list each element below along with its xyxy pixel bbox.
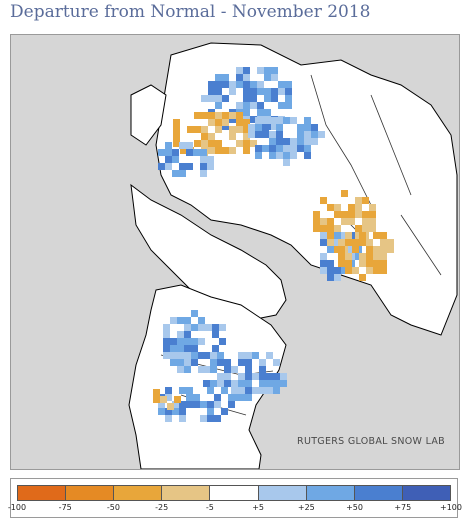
legend-label: +75 xyxy=(394,503,412,512)
greenland-landmass xyxy=(130,183,287,321)
legend-label: +25 xyxy=(297,503,315,512)
legend-labels: -100 -75 -50 -25 -5 +5 +25 +50 +75 +100 xyxy=(8,503,462,515)
legend-label: -100 xyxy=(7,503,27,512)
legend-label: -25 xyxy=(155,503,169,512)
legend-label: -5 xyxy=(205,503,214,512)
alaska-landmass xyxy=(130,84,167,146)
anomaly-cells xyxy=(153,67,394,422)
legend-color-bar xyxy=(17,485,451,501)
legend-label: -50 xyxy=(106,503,120,512)
legend-swatch xyxy=(66,486,115,500)
legend-swatch xyxy=(258,486,307,500)
credit-watermark: RUTGERS GLOBAL SNOW LAB xyxy=(297,436,445,447)
page-title: Departure from Normal - November 2018 xyxy=(10,2,371,22)
map-canvas xyxy=(128,42,458,469)
legend-swatch xyxy=(402,486,450,500)
legend-swatch xyxy=(354,486,403,500)
legend-swatch xyxy=(210,486,259,500)
color-legend: -100 -75 -50 -25 -5 +5 +25 +50 +75 +100 xyxy=(8,478,462,518)
legend-label: +100 xyxy=(440,503,462,512)
legend-swatch xyxy=(114,486,163,500)
legend-swatch xyxy=(18,486,67,500)
legend-swatch xyxy=(306,486,355,500)
snow-departure-map: RUTGERS GLOBAL SNOW LAB xyxy=(10,34,460,470)
legend-label: +50 xyxy=(346,503,363,512)
legend-label: +5 xyxy=(252,503,265,512)
legend-label: -75 xyxy=(58,503,72,512)
legend-swatch xyxy=(162,486,211,500)
